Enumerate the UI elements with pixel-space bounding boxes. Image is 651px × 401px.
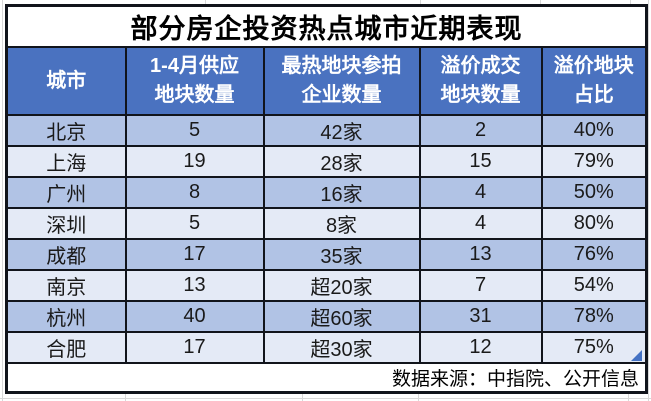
bidder-count-cell: 35家 — [262, 238, 421, 271]
table-row: 杭州 40 超60家 31 78% — [5, 300, 648, 333]
table-row: 深圳 5 8家 4 80% — [5, 207, 648, 240]
supply-plots-cell: 19 — [124, 145, 265, 178]
premium-deals-cell: 4 — [418, 207, 543, 240]
premium-ratio-cell: 40% — [540, 114, 648, 147]
spreadsheet-gridline — [302, 393, 303, 401]
supply-plots-cell: 13 — [124, 269, 265, 302]
data-source-note: 数据来源：中指院、公开信息 — [5, 362, 648, 394]
premium-deals-cell: 15 — [418, 145, 543, 178]
col-header-bidder-count: 最热地块参拍 企业数量 — [262, 46, 421, 116]
city-name-cell: 广州 — [5, 176, 127, 209]
table-title: 部分房企投资热点城市近期表现 — [5, 4, 648, 48]
col-header-premium-deals: 溢价成交 地块数量 — [418, 46, 543, 116]
spreadsheet-gridline — [628, 393, 629, 401]
premium-deals-cell: 31 — [418, 300, 543, 333]
bidder-count-cell: 超30家 — [262, 331, 421, 364]
bidder-count-cell: 16家 — [262, 176, 421, 209]
table-row: 上海 19 28家 15 79% — [5, 145, 648, 178]
table-row: 南京 13 超20家 7 54% — [5, 269, 648, 302]
spreadsheet-gridline — [0, 398, 651, 399]
bidder-count-cell: 42家 — [262, 114, 421, 147]
supply-plots-cell: 5 — [124, 114, 265, 147]
supply-plots-cell: 5 — [124, 207, 265, 240]
city-investment-table: 部分房企投资热点城市近期表现 城市 1-4月供应 地块数量 最热地块参拍 企业数… — [5, 4, 648, 394]
spreadsheet-gridline — [630, 0, 631, 5]
premium-ratio-cell: 79% — [540, 145, 648, 178]
city-name-cell: 南京 — [5, 269, 127, 302]
premium-ratio-cell: 78% — [540, 300, 648, 333]
bidder-count-cell: 8家 — [262, 207, 421, 240]
premium-ratio-cell: 76% — [540, 238, 648, 271]
city-name-cell: 深圳 — [5, 207, 127, 240]
col-header-city: 城市 — [5, 46, 127, 116]
city-name-cell: 成都 — [5, 238, 127, 271]
premium-ratio-cell: 75% — [540, 331, 648, 364]
premium-deals-cell: 4 — [418, 176, 543, 209]
premium-ratio-cell: 50% — [540, 176, 648, 209]
premium-ratio-cell: 54% — [540, 269, 648, 302]
spreadsheet-gridline — [418, 393, 419, 401]
premium-ratio-cell: 80% — [540, 207, 648, 240]
supply-plots-cell: 40 — [124, 300, 265, 333]
spreadsheet-gridline — [125, 393, 126, 401]
premium-deals-cell: 13 — [418, 238, 543, 271]
bidder-count-cell: 28家 — [262, 145, 421, 178]
bidder-count-cell: 超20家 — [262, 269, 421, 302]
supply-plots-cell: 8 — [124, 176, 265, 209]
spreadsheet-gridline — [648, 0, 649, 401]
table-row: 合肥 17 超30家 12 75% — [5, 331, 648, 364]
city-name-cell: 合肥 — [5, 331, 127, 364]
table-row: 成都 17 35家 13 76% — [5, 238, 648, 271]
premium-deals-cell: 7 — [418, 269, 543, 302]
spreadsheet-gridline — [420, 0, 421, 5]
fill-handle-triangle — [631, 350, 642, 361]
spreadsheet-gridline — [540, 0, 541, 5]
bidder-count-cell: 超60家 — [262, 300, 421, 333]
table-row: 北京 5 42家 2 40% — [5, 114, 648, 147]
supply-plots-cell: 17 — [124, 238, 265, 271]
col-header-premium-ratio: 溢价地块 占比 — [540, 46, 648, 116]
spreadsheet-gridline — [205, 0, 206, 5]
city-name-cell: 北京 — [5, 114, 127, 147]
col-header-supply-plots: 1-4月供应 地块数量 — [124, 46, 265, 116]
table-row: 广州 8 16家 4 50% — [5, 176, 648, 209]
city-name-cell: 上海 — [5, 145, 127, 178]
premium-deals-cell: 2 — [418, 114, 543, 147]
premium-deals-cell: 12 — [418, 331, 543, 364]
supply-plots-cell: 17 — [124, 331, 265, 364]
spreadsheet-gridline — [2, 0, 3, 401]
city-name-cell: 杭州 — [5, 300, 127, 333]
